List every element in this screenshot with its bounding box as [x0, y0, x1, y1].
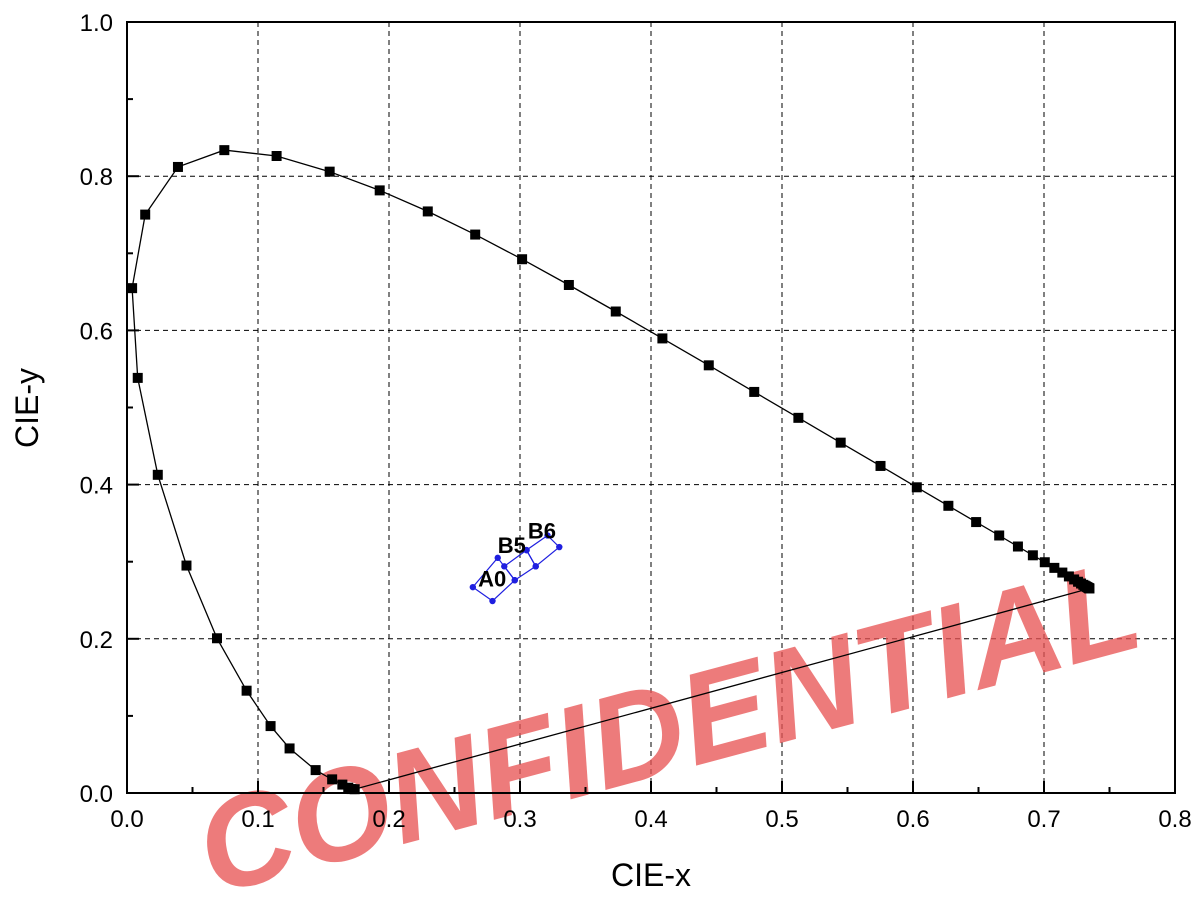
spectral-locus-point: [324, 166, 335, 177]
spectral-locus-point: [1039, 557, 1050, 568]
spectral-locus-point: [793, 412, 804, 423]
region-vertex: [501, 563, 508, 570]
spectral-locus-point: [835, 437, 846, 448]
spectral-locus-point: [422, 206, 433, 217]
region-vertex: [469, 583, 477, 591]
spectral-locus-point: [172, 161, 183, 172]
x-tick-label: 0.8: [1158, 806, 1191, 833]
watermark-text: CONFIDENTIAL: [182, 531, 1155, 902]
spectral-locus-point: [1049, 562, 1060, 573]
spectral-locus-point: [1084, 583, 1095, 594]
x-tick-label: 0.2: [372, 806, 405, 833]
spectral-locus-point: [343, 782, 354, 793]
region-vertex: [544, 532, 551, 539]
x-tick-label: 0.4: [634, 806, 667, 833]
region-vertex: [556, 543, 563, 551]
region-vertex: [532, 563, 539, 570]
spectral-locus-point: [1012, 541, 1023, 552]
x-tick-label: 0.6: [896, 806, 929, 833]
x-axis-title: CIE-x: [611, 857, 691, 893]
spectral-locus-point: [152, 469, 163, 480]
y-tick-label: 0.8: [80, 164, 113, 191]
spectral-locus-point: [132, 372, 143, 383]
spectral-locus-point: [703, 360, 714, 371]
x-tick-label: 0.5: [765, 806, 798, 833]
watermark: CONFIDENTIAL: [182, 531, 1155, 902]
y-tick-label: 0.0: [80, 781, 113, 808]
spectral-locus-point: [374, 185, 385, 196]
spectral-locus-point: [181, 560, 192, 571]
spectral-locus-point: [971, 517, 982, 528]
y-tick-label: 0.4: [80, 473, 113, 500]
gridlines: [127, 22, 1175, 793]
spectral-locus-point: [140, 209, 151, 220]
spectral-locus-point: [563, 279, 574, 290]
region-vertex: [494, 554, 501, 562]
region-vertex: [511, 577, 518, 584]
x-tick-label: 0.1: [241, 806, 274, 833]
spectral-locus-point: [994, 530, 1005, 541]
spectral-locus-point: [610, 306, 621, 317]
spectral-locus-point: [127, 283, 138, 294]
spectral-locus-point: [1057, 567, 1068, 578]
region-vertex: [489, 597, 496, 605]
region-label: A0: [478, 566, 506, 591]
y-tick-label: 0.6: [80, 318, 113, 345]
spectral-locus-point: [1063, 571, 1074, 582]
spectral-locus-point: [241, 685, 252, 696]
spectral-locus-point: [284, 743, 295, 754]
spectral-locus-point: [470, 229, 481, 240]
spectral-locus-point: [219, 145, 230, 156]
spectral-locus-point: [1027, 550, 1038, 561]
y-axis-title: CIE-y: [9, 368, 45, 448]
spectral-locus-point: [310, 765, 321, 776]
y-tick-label: 1.0: [80, 10, 113, 37]
axis-ticks: 0.0 0.1 0.2 0.3 0.4 0.5 0.6 0.7 0.8 0.0 0.2 0.4 0.6 0…: [80, 10, 1192, 833]
spectral-locus-point: [943, 500, 954, 511]
spectral-locus-point: [875, 460, 886, 471]
x-tick-label: 0.0: [110, 806, 143, 833]
spectral-locus-point: [517, 254, 528, 265]
spectral-locus-point: [657, 333, 668, 344]
spectral-locus-point: [265, 721, 276, 732]
x-tick-label: 0.3: [503, 806, 536, 833]
spectral-locus-point: [911, 482, 922, 493]
spectral-locus-point: [211, 633, 222, 644]
region-label: B6: [528, 519, 556, 544]
region-label: B5: [498, 533, 526, 558]
spectral-locus-point: [337, 779, 348, 790]
spectral-locus-point: [271, 150, 282, 161]
spectral-locus-point: [749, 386, 760, 397]
spectral-locus-point: [327, 774, 338, 785]
x-tick-label: 0.7: [1027, 806, 1060, 833]
region-vertex: [523, 546, 530, 554]
y-tick-label: 0.2: [80, 627, 113, 654]
